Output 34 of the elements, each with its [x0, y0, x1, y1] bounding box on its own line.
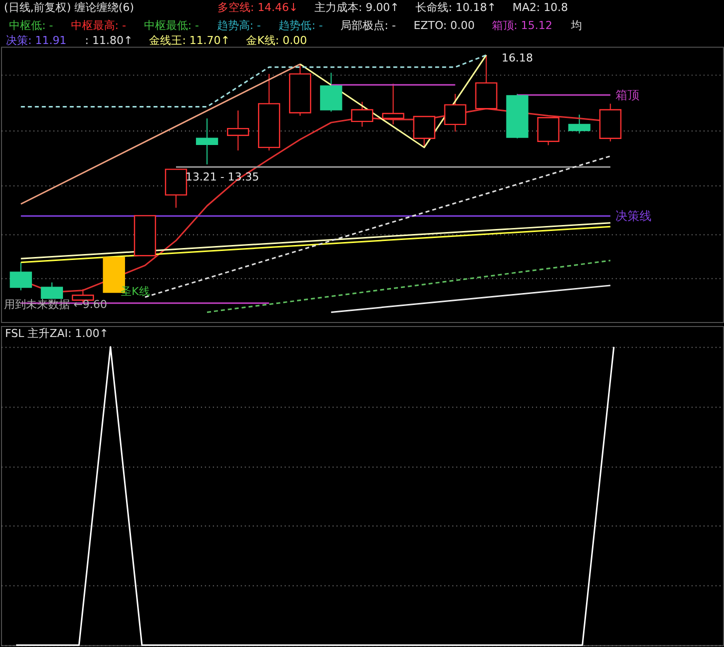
text: 均	[570, 18, 582, 32]
annotation: 圣K线	[120, 285, 150, 298]
series-label: 决策线	[615, 209, 652, 224]
annotation: 16.18	[502, 52, 533, 65]
text: MA2: 10.8	[512, 0, 568, 14]
candlestick	[196, 118, 218, 165]
annotation: : 11.80↑	[85, 34, 133, 47]
text: 趋势低: -	[278, 18, 323, 32]
text: 趋势高: -	[216, 18, 261, 32]
candlestick	[444, 93, 466, 132]
candlestick	[40, 282, 63, 299]
series-label: 箱顶	[615, 88, 640, 102]
text: 局部极点: -	[340, 18, 396, 32]
text: 箱顶: 15.12	[492, 18, 552, 32]
annotation: 金K线: 0.00	[246, 34, 308, 47]
text: 主力成本: 9.00↑	[314, 0, 400, 14]
text: 中枢最低: -	[144, 18, 200, 32]
candlestick	[351, 101, 374, 128]
candlestick	[10, 262, 32, 291]
candlestick	[320, 72, 342, 112]
candlestick	[413, 116, 436, 148]
candlestick	[568, 114, 590, 134]
text: EZTO: 0.00	[414, 18, 475, 32]
candlestick	[226, 110, 250, 151]
chart-title: (日线,前复权) 缠论缠绕(6)	[4, 0, 134, 14]
text: 中枢最高: -	[70, 18, 126, 32]
annotation: 决策: 11.91	[6, 34, 67, 47]
text: 中枢低: -	[8, 18, 54, 32]
chart-title: FSL 主升ZAI: 1.00↑	[4, 326, 109, 340]
text: 长命线: 10.18↑	[415, 0, 496, 14]
text: 多空线: 14.46↓	[217, 0, 298, 14]
candlestick	[382, 83, 404, 125]
candlestick	[537, 117, 560, 146]
annotation: 金线王: 11.70↑	[149, 34, 230, 47]
